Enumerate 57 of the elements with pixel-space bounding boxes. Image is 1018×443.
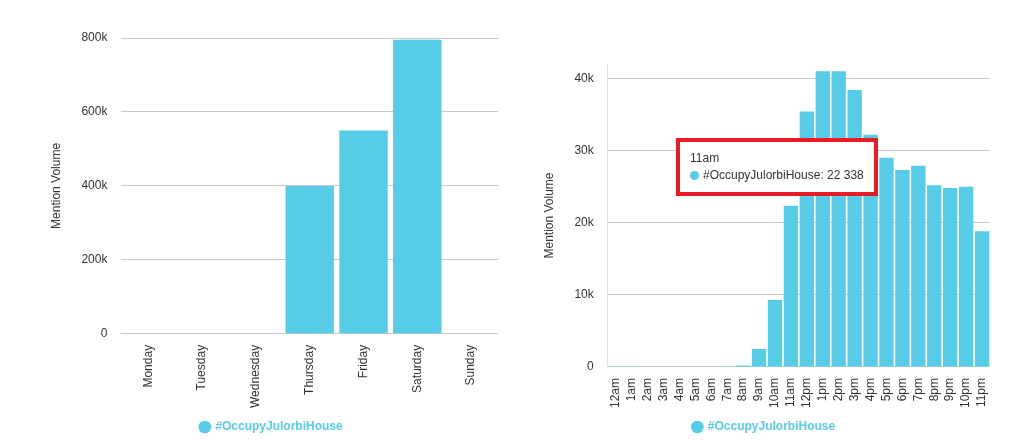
x-tick-label: Saturday [409, 344, 424, 393]
x-tick-label: 8pm [926, 377, 941, 402]
legend-label: #OccupyJulorbiHouse [215, 419, 344, 434]
x-tick-label: 5pm [878, 377, 893, 402]
y-axis-title: Mention Volume [48, 142, 63, 229]
y-tick-label: 30k [574, 142, 595, 157]
bar [783, 205, 799, 367]
bar [767, 299, 783, 367]
x-tick-label: Thursday [302, 344, 317, 395]
legend-label: #OccupyJulorbiHouse [707, 419, 836, 434]
x-tick-label: 9pm [942, 377, 957, 402]
y-tick-label: 0 [100, 326, 108, 341]
x-tick-label: 7am [719, 377, 734, 402]
x-tick-label: 12am [608, 377, 623, 409]
x-tick-label: Wednesday [248, 344, 263, 408]
bar [958, 186, 974, 367]
x-tick-label: Sunday [463, 344, 478, 386]
y-tick-label: 0 [587, 359, 595, 374]
x-tick-label: 12pm [799, 377, 814, 409]
y-tick-label: 400k [81, 178, 109, 193]
annotation: 11am [690, 150, 721, 167]
bar [285, 185, 334, 334]
x-tick-label: 7pm [910, 377, 925, 402]
x-tick-label: 4am [671, 377, 686, 402]
x-tick-label: Tuesday [194, 344, 209, 391]
bar [974, 231, 990, 367]
y-tick-label: 10k [574, 287, 595, 302]
annotation: #OccupyJulorbiHouse: 22 338 [702, 167, 864, 184]
x-tick-label: Friday [355, 344, 370, 379]
x-tick-label: 11pm [974, 377, 989, 408]
bar [751, 348, 767, 367]
bar [393, 39, 442, 334]
x-tick-label: 2am [639, 377, 654, 402]
x-tick-label: 6am [703, 377, 718, 402]
x-tick-label: 10am [767, 377, 782, 409]
y-tick-label: 20k [574, 215, 595, 230]
x-tick-label: 10pm [958, 377, 973, 409]
x-tick-label: 5am [687, 377, 702, 402]
bar [943, 188, 958, 367]
x-tick-label: 8am [735, 377, 750, 402]
y-axis-title: Mention Volume [541, 172, 556, 259]
bar [927, 185, 942, 367]
x-tick-label: Monday [140, 344, 155, 388]
x-tick-label: 1am [623, 377, 638, 402]
x-tick-label: 2pm [831, 377, 845, 402]
y-tick-label: 600k [81, 104, 109, 119]
y-tick-label: 200k [81, 252, 109, 267]
x-tick-label: 1pm [815, 377, 830, 402]
bar [339, 130, 388, 334]
x-tick-label: 3pm [846, 377, 861, 402]
x-tick-label: 11am [783, 377, 798, 408]
x-tick-label: 9am [751, 377, 766, 402]
y-tick-label: 800k [81, 30, 109, 45]
y-tick-label: 40k [574, 70, 595, 85]
x-tick-label: 6pm [894, 377, 909, 402]
x-tick-label: 4pm [862, 377, 877, 402]
x-tick-label: 3am [655, 377, 670, 402]
